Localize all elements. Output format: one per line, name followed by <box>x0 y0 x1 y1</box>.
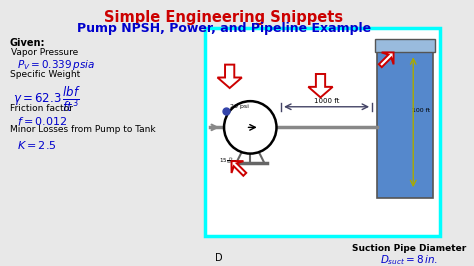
Polygon shape <box>379 52 393 67</box>
Text: Friction factor: Friction factor <box>9 104 73 113</box>
Text: $K = 2.5$: $K = 2.5$ <box>17 139 56 151</box>
Text: $15\,\frac{ft}{sec}$: $15\,\frac{ft}{sec}$ <box>219 156 236 167</box>
Text: Specific Weight: Specific Weight <box>9 70 80 79</box>
Text: Vapor Pressure: Vapor Pressure <box>11 48 79 57</box>
Bar <box>377 43 433 198</box>
Text: D: D <box>215 253 222 263</box>
Circle shape <box>224 101 276 153</box>
Polygon shape <box>308 74 333 97</box>
Bar <box>205 28 440 236</box>
Text: $f = 0.012$: $f = 0.012$ <box>17 115 67 127</box>
Text: $P_V = 0.339\,psia$: $P_V = 0.339\,psia$ <box>17 58 95 72</box>
Text: Simple Engineering Snippets: Simple Engineering Snippets <box>104 10 344 25</box>
Text: $D_{suct} = 8\,in.$: $D_{suct} = 8\,in.$ <box>380 253 438 266</box>
Text: 20 psi: 20 psi <box>230 104 248 109</box>
Text: Given:: Given: <box>9 38 45 48</box>
Text: 100 ft: 100 ft <box>412 109 430 114</box>
Bar <box>375 39 435 52</box>
Polygon shape <box>218 65 242 88</box>
Text: Suction Pipe Diameter: Suction Pipe Diameter <box>352 243 466 252</box>
Polygon shape <box>231 161 246 176</box>
Text: $\gamma = 62.3\,\dfrac{lbf}{ft^3}$: $\gamma = 62.3\,\dfrac{lbf}{ft^3}$ <box>13 85 81 114</box>
Text: Minor Losses from Pump to Tank: Minor Losses from Pump to Tank <box>9 126 155 135</box>
Text: 1000 ft: 1000 ft <box>314 98 339 104</box>
Text: Pump NPSH, Power, and Pipeline Example: Pump NPSH, Power, and Pipeline Example <box>77 22 371 35</box>
